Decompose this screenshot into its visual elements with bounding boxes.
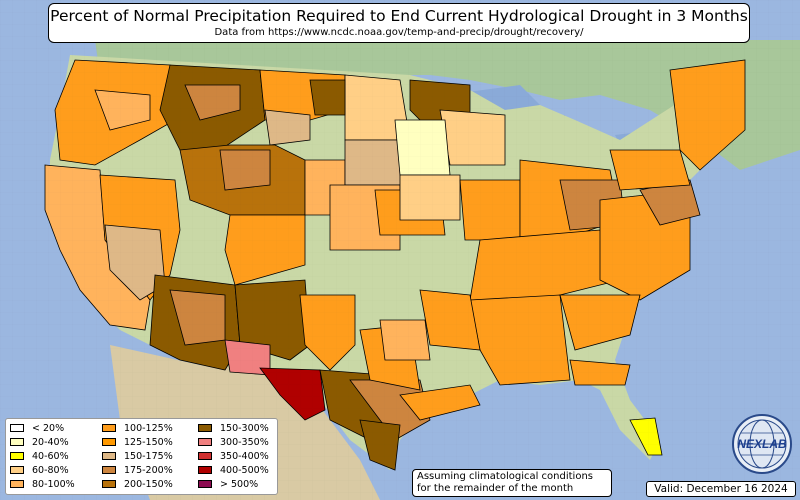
legend-swatch bbox=[198, 466, 212, 474]
legend-column-2: 100-125% 125-150% 150-175% 175-200% 200-… bbox=[102, 421, 173, 491]
legend-item: 150-300% bbox=[198, 421, 269, 435]
page-title: Percent of Normal Precipitation Required… bbox=[50, 7, 748, 25]
legend-item: 40-60% bbox=[10, 449, 75, 463]
legend-item: 150-175% bbox=[102, 449, 173, 463]
legend-swatch bbox=[10, 452, 24, 460]
legend-column-1: < 20% 20-40% 40-60% 60-80% 80-100% bbox=[10, 421, 75, 491]
legend-swatch bbox=[10, 466, 24, 474]
legend-swatch bbox=[10, 480, 24, 488]
legend-swatch bbox=[198, 438, 212, 446]
title-box: Percent of Normal Precipitation Required… bbox=[48, 3, 750, 43]
legend-column-3: 150-300% 300-350% 350-400% 400-500% > 50… bbox=[198, 421, 269, 491]
note-line-2: for the remainder of the month bbox=[417, 483, 574, 494]
legend-swatch bbox=[102, 438, 116, 446]
page-subtitle: Data from https://www.ncdc.noaa.gov/temp… bbox=[214, 27, 584, 38]
legend-item: 300-350% bbox=[198, 435, 269, 449]
legend-swatch bbox=[102, 480, 116, 488]
svg-text:NEXLAB: NEXLAB bbox=[737, 437, 787, 451]
assumption-note: Assuming climatological conditions for t… bbox=[412, 469, 612, 497]
legend-item: 400-500% bbox=[198, 463, 269, 477]
legend-swatch bbox=[198, 424, 212, 432]
legend-swatch bbox=[10, 438, 24, 446]
legend-item: 60-80% bbox=[10, 463, 75, 477]
legend-swatch bbox=[102, 424, 116, 432]
legend-swatch bbox=[10, 424, 24, 432]
legend: < 20% 20-40% 40-60% 60-80% 80-100% 100-1… bbox=[5, 418, 278, 495]
globe-logo-icon: NEXLAB bbox=[732, 414, 792, 474]
legend-item: 200-150% bbox=[102, 477, 173, 491]
valid-date: Valid: December 16 2024 bbox=[646, 481, 796, 497]
legend-item: 80-100% bbox=[10, 477, 75, 491]
legend-swatch bbox=[198, 480, 212, 488]
legend-swatch bbox=[102, 466, 116, 474]
legend-swatch bbox=[198, 452, 212, 460]
legend-item: 125-150% bbox=[102, 435, 173, 449]
legend-item: 350-400% bbox=[198, 449, 269, 463]
note-line-1: Assuming climatological conditions bbox=[417, 471, 593, 482]
legend-item: > 500% bbox=[198, 477, 269, 491]
legend-swatch bbox=[102, 452, 116, 460]
legend-item: 175-200% bbox=[102, 463, 173, 477]
legend-item: 100-125% bbox=[102, 421, 173, 435]
legend-item: 20-40% bbox=[10, 435, 75, 449]
legend-item: < 20% bbox=[10, 421, 75, 435]
